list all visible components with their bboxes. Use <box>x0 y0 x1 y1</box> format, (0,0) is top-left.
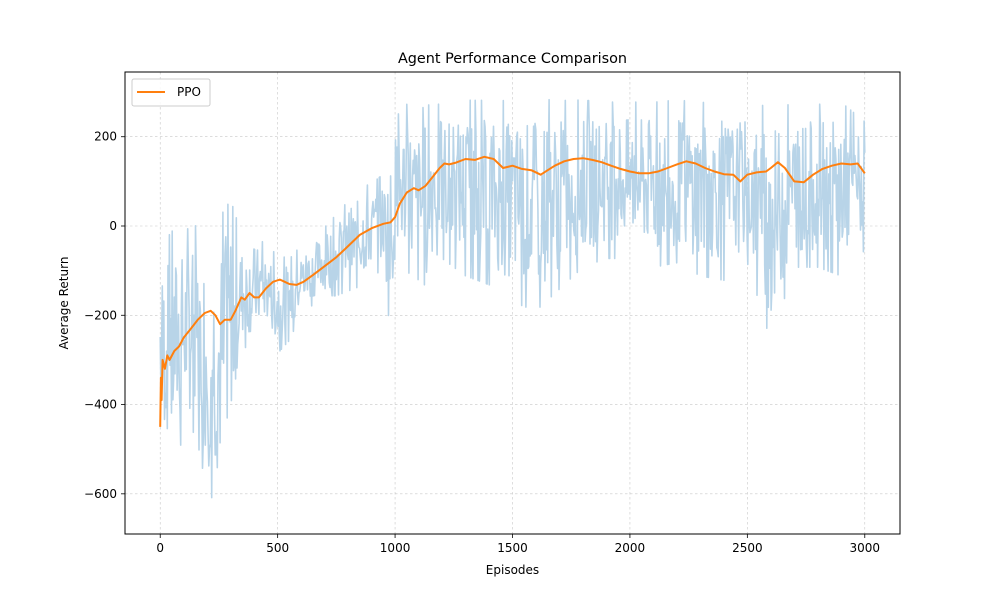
axis-ticks: 0 500 1000 1500 2000 2500 3000 −600 −400 −200 0 200 <box>84 130 880 555</box>
y-tick-label: 200 <box>94 130 117 144</box>
x-tick-label: 1500 <box>497 541 528 555</box>
x-tick-label: 3000 <box>849 541 880 555</box>
raw-returns-line <box>159 98 866 499</box>
y-axis-label: Average Return <box>57 257 71 350</box>
x-tick-label: 500 <box>266 541 289 555</box>
x-tick-label: 2500 <box>732 541 763 555</box>
legend: PPO <box>131 78 211 107</box>
y-tick-label: −600 <box>84 487 117 501</box>
plot-data <box>159 98 866 499</box>
legend-box <box>131 78 211 107</box>
legend-label-ppo: PPO <box>177 85 201 99</box>
x-tick-label: 0 <box>156 541 164 555</box>
y-tick-label: −200 <box>84 308 117 322</box>
y-tick-label: −400 <box>84 398 117 412</box>
x-tick-label: 2000 <box>615 541 646 555</box>
x-tick-label: 1000 <box>380 541 411 555</box>
chart-title: Agent Performance Comparison <box>398 51 627 67</box>
ppo-line <box>159 155 866 427</box>
y-tick-label: 0 <box>109 219 117 233</box>
x-axis-label: Episodes <box>486 563 539 577</box>
